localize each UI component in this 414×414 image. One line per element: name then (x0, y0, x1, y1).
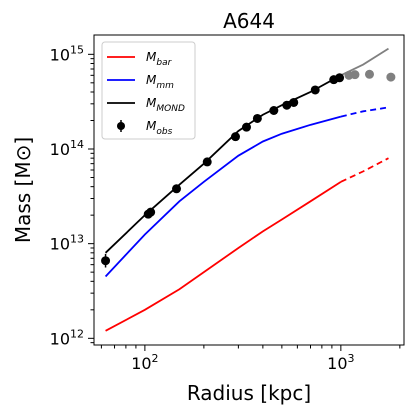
y-tick-label-3: 1014 (50, 138, 84, 159)
y-tick-label-1: 1012 (50, 327, 84, 348)
y-axis-ticks: 1012 1013 1014 1015 (50, 43, 94, 348)
legend-label-MOND: MMOND (146, 96, 185, 114)
series-line-5 (104, 74, 342, 254)
series-line-3 (104, 115, 342, 278)
x-tick-label-1: 102 (131, 352, 158, 373)
obs-point-3 (146, 207, 156, 217)
legend-label-mm: Mmm (146, 73, 174, 91)
series-line-2 (340, 157, 389, 183)
legend-label-obs: Mobs (146, 119, 173, 137)
y-axis-label: Mass [M⊙] (11, 137, 35, 243)
series-line-1 (105, 181, 342, 332)
obs-point-9 (269, 106, 279, 116)
obs-point-10 (282, 100, 292, 110)
obs-point-5 (202, 157, 212, 167)
obs-outer-point-4 (386, 72, 396, 82)
obs-point-6 (230, 132, 240, 142)
legend-box (101, 41, 196, 140)
x-axis-ticks: 102 103 (100, 345, 401, 373)
x-tick-label-2: 103 (327, 352, 354, 373)
legend-label-bar: Mbar (146, 50, 173, 68)
legend: Mbar Mmm MMOND Mobs (101, 41, 196, 140)
obs-outer-point-2 (350, 70, 360, 80)
y-tick-label-4: 1015 (50, 43, 84, 64)
chart-title: A644 (223, 9, 275, 33)
obs-outer-point-3 (364, 69, 374, 79)
series-line-4 (340, 106, 389, 118)
axes-frame (93, 34, 405, 346)
obs-point-14 (335, 73, 345, 83)
obs-point-11 (289, 97, 299, 107)
obs-point-12 (310, 85, 320, 95)
obs-point-7 (241, 122, 251, 132)
obs-point-1 (101, 256, 111, 266)
obs-point-8 (252, 113, 262, 123)
x-axis-label: Radius [kpc] (187, 381, 311, 405)
y-tick-label-2: 1013 (50, 233, 84, 254)
plot-content (101, 47, 396, 332)
obs-point-4 (172, 184, 182, 194)
legend-obs-marker (117, 122, 125, 130)
